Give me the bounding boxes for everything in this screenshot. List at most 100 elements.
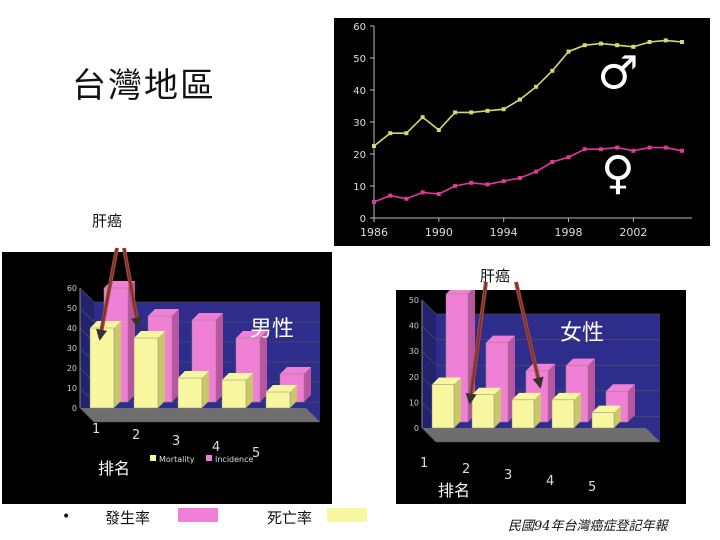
x-tick-label: 1994 <box>490 226 518 239</box>
x-tick-label: 1986 <box>360 226 388 239</box>
data-point <box>485 182 490 187</box>
bar-side <box>574 392 581 428</box>
bar-side <box>628 384 635 422</box>
bar-top <box>432 377 461 385</box>
series-symbol: ♂ <box>597 46 638 100</box>
gridline <box>79 307 95 323</box>
x-tick-label: 2002 <box>619 226 647 239</box>
x-tick-label: 1990 <box>425 226 453 239</box>
bar-top <box>486 335 515 343</box>
data-point <box>582 43 587 48</box>
bar-side <box>260 331 267 402</box>
data-point <box>631 44 636 49</box>
bar-top <box>134 331 165 338</box>
bar <box>89 327 115 409</box>
data-point <box>436 192 441 196</box>
data-point <box>469 110 474 115</box>
chart-floor <box>422 428 660 442</box>
bar-top <box>566 358 595 366</box>
bar-side <box>246 373 253 408</box>
y-tick-label: 60 <box>353 22 366 33</box>
chart-floor <box>80 408 320 422</box>
page-title: 台灣地區 <box>72 66 216 106</box>
data-point <box>517 97 522 102</box>
data-point <box>550 160 555 164</box>
bar-top <box>552 392 581 400</box>
category-label: 2 <box>132 428 140 443</box>
data-point <box>388 193 393 198</box>
legend-mortality-swatch <box>327 508 367 522</box>
y-tick-label: 0 <box>360 214 366 225</box>
y-tick-label: 20 <box>67 364 77 373</box>
line-chart-panel: 0 10 20 30 40 50 60 1986 1990 1994 1998 2002 ♂ ♀ <box>334 18 710 246</box>
category-label: 5 <box>588 480 596 495</box>
male-bar-chart-panel: 0 10 20 30 40 50 60 1 2 3 4 5 男性 排名 Mortality Incidence <box>2 252 332 504</box>
y-tick-label: 20 <box>409 373 419 382</box>
bar <box>471 394 495 429</box>
y-tick-label: 60 <box>67 284 77 293</box>
y-tick-label: 30 <box>353 118 366 129</box>
bar <box>591 412 615 429</box>
legend-incidence-swatch <box>178 508 218 522</box>
x-tick-label: 1998 <box>555 226 583 239</box>
y-tick-label: 40 <box>353 86 366 97</box>
data-point <box>404 131 409 136</box>
legend-label: Incidence <box>215 455 254 464</box>
data-point <box>534 84 539 89</box>
y-tick-label: 20 <box>353 150 366 161</box>
category-label: 3 <box>504 468 512 483</box>
data-point <box>582 147 587 152</box>
data-point <box>680 148 684 153</box>
bar-side <box>588 358 595 422</box>
bar-side <box>494 387 501 428</box>
category-label: 2 <box>462 462 470 477</box>
data-point <box>420 115 425 120</box>
bar-side <box>202 371 209 408</box>
data-point <box>680 40 684 44</box>
data-point <box>550 68 555 73</box>
bar-side <box>216 313 223 402</box>
data-point <box>647 40 652 44</box>
bar-top <box>606 384 635 392</box>
bar-side <box>158 331 165 408</box>
pointer-arrow <box>465 281 487 405</box>
series-line <box>373 39 683 147</box>
bar-side <box>454 377 461 428</box>
series-line <box>373 146 683 203</box>
liver-cancer-label-female: 肝癌 <box>480 267 511 285</box>
bar <box>551 399 575 429</box>
gridline <box>421 325 437 340</box>
line-chart: 0 10 20 30 40 50 60 1986 1990 1994 1998 2002 ♂ ♀ <box>353 22 692 239</box>
data-point <box>615 43 620 48</box>
data-point <box>663 38 668 43</box>
data-point <box>469 180 474 185</box>
data-point <box>388 131 393 136</box>
bar-side <box>534 392 541 428</box>
data-point <box>598 147 603 152</box>
bar-side <box>172 309 179 402</box>
bar-top <box>280 367 311 374</box>
y-tick-label: 30 <box>67 344 77 353</box>
bar-top <box>266 385 297 392</box>
gridline <box>421 299 437 315</box>
bar-top <box>592 405 621 413</box>
pointer-arrow <box>123 247 143 329</box>
y-tick-label: 10 <box>409 398 419 407</box>
gridline <box>421 427 437 443</box>
bullet-marker: • <box>62 509 71 525</box>
category-label: 5 <box>252 446 260 461</box>
bar <box>431 384 455 429</box>
category-label: 4 <box>546 474 554 489</box>
bar-side <box>614 405 621 428</box>
pointer-arrow <box>515 281 544 389</box>
pointer-arrow <box>96 247 118 341</box>
y-tick-label: 10 <box>67 384 77 393</box>
data-point <box>615 145 620 150</box>
bar-side <box>128 281 135 402</box>
data-point <box>404 196 409 201</box>
legend-swatch <box>206 455 212 461</box>
liver-cancer-label-male: 肝癌 <box>92 212 123 230</box>
gridline <box>421 350 437 366</box>
